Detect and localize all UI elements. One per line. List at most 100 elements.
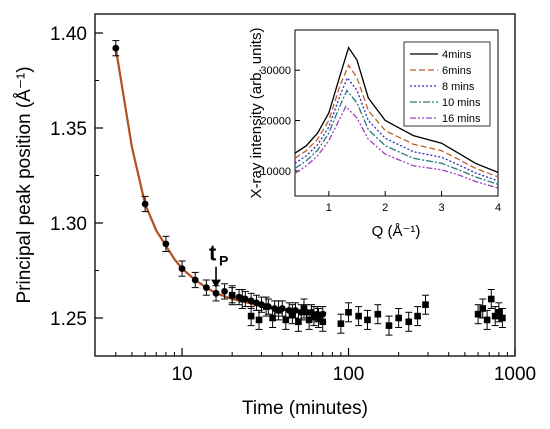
square-data-point (495, 302, 503, 323)
square-marker (255, 316, 263, 324)
square-data-point (319, 311, 327, 332)
circle-data-point (202, 279, 210, 296)
square-data-point (385, 315, 393, 336)
square-marker (275, 307, 282, 314)
square-marker (355, 312, 362, 320)
inset-y-axis-label: X-ray intensity (arb. units) (248, 28, 265, 199)
inset-y-tick-label: 10000 (260, 166, 291, 178)
square-marker (414, 312, 421, 320)
square-data-point (374, 304, 382, 325)
main-y-tick-label: 1.30 (50, 214, 87, 235)
square-data-point (422, 294, 430, 315)
main-x-tick-label: 1000 (494, 364, 536, 385)
square-data-point (228, 285, 236, 306)
square-marker (228, 291, 236, 299)
square-marker (499, 314, 506, 322)
square-marker (483, 316, 491, 324)
square-marker (337, 320, 345, 327)
legend-label: 4mins (442, 49, 472, 61)
main-points-layer (112, 40, 506, 336)
inset-legend: 4mins 6mins 8 mins 10 mins 16 mins (403, 41, 491, 127)
square-data-point (483, 309, 491, 330)
square-marker (422, 301, 429, 308)
square-data-point (282, 309, 290, 330)
square-data-point (238, 289, 246, 309)
square-data-point (269, 308, 277, 328)
square-marker (385, 322, 393, 329)
inset-series-line (294, 46, 499, 174)
main-x-axis-label: Time (minutes) (242, 398, 368, 419)
circle-marker (212, 289, 220, 297)
inset-lines-layer (294, 46, 499, 189)
square-marker (315, 314, 322, 322)
square-data-point (395, 308, 403, 328)
square-marker (395, 314, 402, 322)
circle-data-point (191, 271, 199, 289)
circle-marker (141, 200, 149, 208)
main-y-tick-label: 1.40 (50, 24, 87, 45)
square-data-point (414, 306, 422, 327)
square-marker (487, 295, 495, 303)
inset-series-line (294, 63, 499, 178)
square-data-point (474, 304, 482, 325)
circle-marker (178, 265, 186, 272)
circle-data-point (178, 260, 186, 277)
square-marker (319, 318, 327, 326)
square-marker (262, 303, 270, 310)
square-data-point (355, 306, 363, 327)
circle-marker (221, 288, 228, 295)
legend-label: 8 mins (442, 81, 475, 93)
square-data-point (310, 306, 318, 327)
square-data-point (247, 306, 255, 327)
tp-annotation: t P (209, 241, 228, 288)
inset-x-tick-label: 3 (439, 202, 445, 214)
square-data-point (337, 313, 345, 334)
inset-x-axis-label: Q (Å⁻¹) (372, 223, 421, 240)
main-y-tick-label: 1.25 (50, 309, 87, 330)
circle-data-point (162, 235, 170, 252)
square-marker (238, 295, 246, 303)
main-y-tick-label: 1.35 (50, 119, 87, 140)
legend-label: 6mins (442, 65, 472, 77)
square-marker (345, 309, 352, 316)
square-data-point (288, 304, 296, 325)
square-data-point (314, 308, 322, 328)
square-marker (479, 305, 487, 312)
main-x-tick-label: 10 (171, 364, 192, 385)
square-marker (282, 316, 290, 324)
circle-marker (247, 297, 255, 305)
main-plot-frame (94, 13, 516, 357)
circle-data-point (112, 40, 120, 57)
main-x-tick-label: 100 (333, 364, 365, 385)
square-marker (474, 310, 482, 318)
legend-label: 16 mins (442, 113, 481, 125)
square-data-point (405, 311, 413, 332)
square-marker (405, 318, 413, 326)
square-marker (269, 314, 276, 322)
square-data-point (255, 309, 263, 330)
square-data-point (498, 308, 506, 328)
square-data-point (294, 311, 302, 332)
inset-ticks: 1 2 3 4 10000 20000 30000 (260, 65, 501, 214)
square-data-point (491, 306, 499, 327)
inset-series-line (294, 105, 499, 189)
circle-data-point (221, 283, 229, 300)
square-marker (295, 318, 302, 326)
square-data-point (305, 309, 313, 330)
main-fit-layer (114, 48, 323, 316)
tp-subscript: P (219, 253, 228, 269)
square-marker (491, 312, 499, 320)
square-data-point (275, 300, 283, 321)
square-marker (310, 312, 318, 320)
square-data-point (262, 296, 270, 317)
main-ticks: 10 100 1000 1.25 1.30 1.35 1.40 (50, 24, 536, 385)
inset-series-line (294, 89, 499, 186)
inset-x-tick-label: 1 (326, 202, 332, 214)
circle-data-point (247, 292, 255, 309)
circle-data-point (141, 195, 149, 213)
main-y-axis-label: Principal peak position (Å⁻¹) (14, 66, 35, 303)
square-data-point (487, 289, 495, 309)
circle-marker (191, 276, 199, 284)
fit-curve (114, 48, 323, 316)
